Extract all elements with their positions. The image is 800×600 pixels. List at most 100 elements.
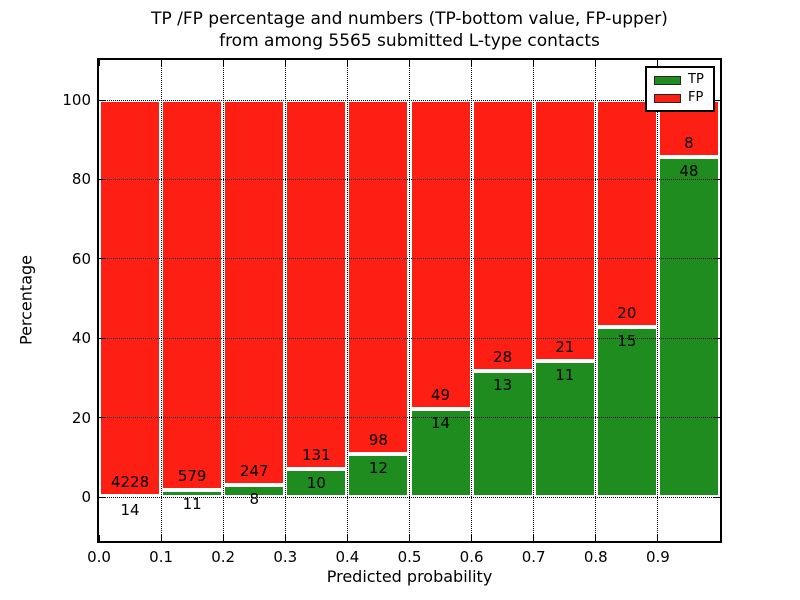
bar-segment-fp xyxy=(533,100,596,361)
bar-segment-tp xyxy=(595,326,658,497)
y-tick-mark xyxy=(714,99,720,101)
bar-segment-fp xyxy=(471,100,534,372)
y-tick-label: 80 xyxy=(71,170,91,189)
x-tick-label: 0.0 xyxy=(87,548,111,566)
legend: TP FP xyxy=(645,66,715,112)
tp-count-label: 10 xyxy=(306,473,326,492)
tp-count-label: 13 xyxy=(493,376,513,395)
bar-segment-tp xyxy=(223,484,286,497)
x-tick-mark xyxy=(284,60,286,66)
bar-segment-tp xyxy=(409,408,472,497)
x-tick-label: 0.5 xyxy=(397,548,422,566)
y-tick-mark xyxy=(714,258,720,260)
bar-segment-tp xyxy=(657,156,720,497)
legend-label: FP xyxy=(688,90,704,105)
fp-count-label: 131 xyxy=(302,445,331,464)
x-tick-mark xyxy=(409,60,410,66)
y-gridline xyxy=(99,99,720,101)
y-tick-mark xyxy=(714,337,720,339)
tp-count-label: 15 xyxy=(617,331,637,350)
bar-segment-fp xyxy=(595,100,658,327)
x-tick-mark xyxy=(284,535,286,541)
y-tick-mark xyxy=(99,417,105,419)
x-tick-mark xyxy=(657,535,659,541)
x-tick-mark xyxy=(657,60,659,66)
y-tick-mark xyxy=(714,496,720,498)
x-gridline xyxy=(471,60,473,541)
bar-segment-tp xyxy=(285,468,348,497)
y-tick-mark xyxy=(714,417,720,419)
x-tick-mark xyxy=(160,60,162,66)
y-gridline xyxy=(99,178,720,180)
plot-area: 4228 14 579 11 247 8 131 10 98 12 49 14 28 13 21 11 20 15… xyxy=(97,58,722,543)
tp-count-label: 48 xyxy=(679,161,699,180)
bar-segment-fp xyxy=(347,100,410,454)
x-tick-label: 0.4 xyxy=(335,548,360,566)
tp-count-label: 14 xyxy=(431,413,451,432)
y-tick-label: 60 xyxy=(71,249,91,268)
x-tick-mark xyxy=(98,60,100,66)
y-gridline xyxy=(99,337,720,339)
bar-segment-tp xyxy=(347,453,410,497)
x-tick-mark xyxy=(595,535,597,541)
bar-segment-tp xyxy=(161,489,224,497)
bar-segment-tp xyxy=(471,371,534,497)
fp-count-label: 21 xyxy=(555,337,575,356)
y-tick-mark xyxy=(99,178,105,180)
x-gridline xyxy=(595,60,597,541)
y-tick-mark xyxy=(714,178,720,180)
bar-segment-tp xyxy=(533,360,596,497)
x-tick-mark xyxy=(471,60,473,66)
fp-count-label: 20 xyxy=(617,303,637,322)
chart-title-line2: from among 5565 submitted L-type contact… xyxy=(219,31,600,51)
tp-count-label: 8 xyxy=(249,489,259,508)
y-tick-label: 0 xyxy=(81,488,91,506)
fp-count-label: 98 xyxy=(368,430,388,449)
bar-segment-fp xyxy=(99,100,162,496)
x-tick-label: 0.9 xyxy=(645,548,670,566)
y-tick-mark xyxy=(99,258,105,260)
fp-count-label: 28 xyxy=(493,348,513,367)
x-tick-mark xyxy=(160,535,162,541)
x-tick-mark xyxy=(98,535,100,541)
fp-count-label: 8 xyxy=(684,133,694,152)
tp-count-label: 11 xyxy=(182,494,202,513)
x-tick-mark xyxy=(533,60,535,66)
tp-count-label: 14 xyxy=(120,500,140,519)
x-tick-mark xyxy=(471,535,473,541)
x-tick-label: 0.6 xyxy=(459,548,484,566)
fp-count-label: 247 xyxy=(239,461,269,480)
x-gridline xyxy=(284,60,286,541)
x-tick-mark xyxy=(222,535,224,541)
bar-segment-fp xyxy=(223,100,286,485)
y-tick-label: 100 xyxy=(62,91,91,109)
x-gridline xyxy=(657,60,659,541)
fp-count-label: 49 xyxy=(431,385,451,404)
tp-swatch-icon xyxy=(654,75,681,85)
legend-item-tp: TP xyxy=(654,73,706,87)
y-gridline xyxy=(99,258,720,260)
fp-swatch-icon xyxy=(654,93,681,103)
fp-count-label: 4228 xyxy=(110,472,150,491)
tp-count-label: 12 xyxy=(368,458,388,477)
bar-segment-fp xyxy=(285,100,348,469)
legend-item-fp: FP xyxy=(654,91,706,105)
x-tick-label: 0.8 xyxy=(583,548,608,566)
bar-segment-fp xyxy=(409,100,472,409)
x-tick-label: 0.3 xyxy=(273,548,298,566)
fp-count-label: 579 xyxy=(177,466,207,485)
tp-count-label: 11 xyxy=(555,365,575,384)
x-tick-label: 0.7 xyxy=(521,548,546,566)
x-tick-mark xyxy=(409,535,410,541)
chart-title-line1: TP /FP percentage and numbers (TP-bottom… xyxy=(151,9,668,29)
x-tick-label: 0.1 xyxy=(149,548,174,566)
legend-label: TP xyxy=(688,72,704,87)
x-gridline xyxy=(222,60,224,541)
x-tick-mark xyxy=(346,60,348,66)
bar-segment-fp xyxy=(161,100,224,490)
x-tick-label: 0.2 xyxy=(211,548,236,566)
x-tick-mark xyxy=(533,535,535,541)
x-axis-label: Predicted probability xyxy=(326,567,493,586)
y-tick-label: 20 xyxy=(71,408,91,427)
